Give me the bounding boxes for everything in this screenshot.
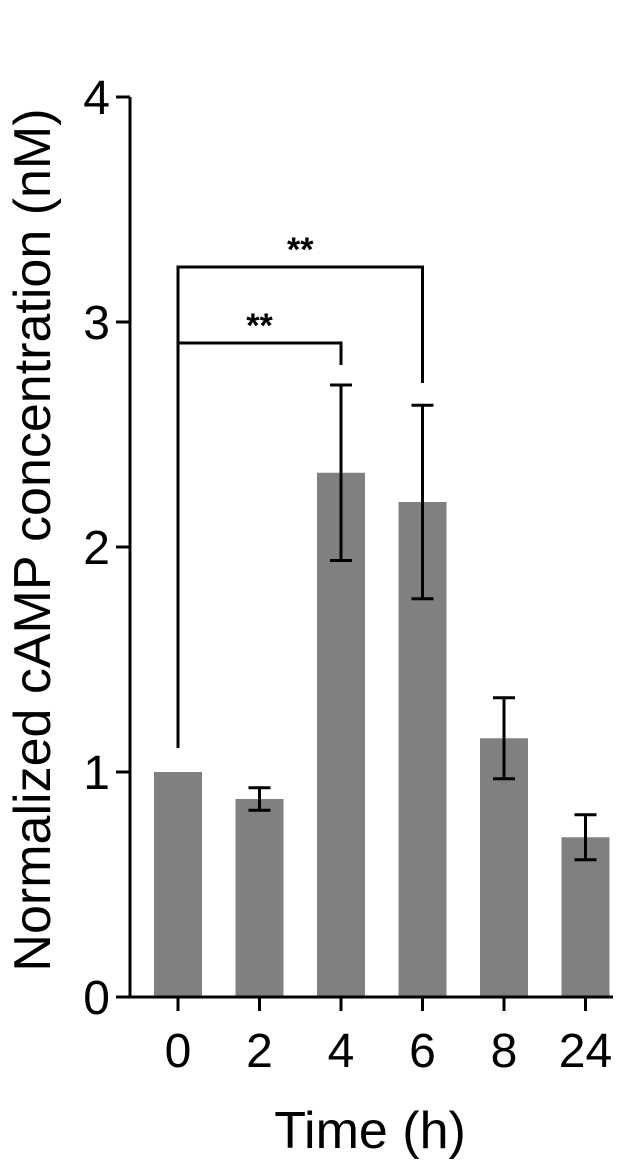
- x-axis-title: Time (h): [274, 1102, 466, 1160]
- y-tick-label-3: 3: [83, 297, 110, 350]
- significance-label-0-4: **: [246, 307, 273, 345]
- significance-bracket-0-6: [176, 265, 424, 748]
- bar-8: [480, 738, 528, 997]
- y-tick-label-1: 1: [83, 747, 110, 800]
- bar-0: [154, 772, 202, 997]
- error-bar-24: [574, 813, 597, 862]
- significance-label-0-6: **: [287, 231, 314, 269]
- x-tick-label-24: 24: [559, 1025, 612, 1078]
- error-bar-2: [248, 786, 271, 812]
- error-bar-6: [411, 403, 434, 601]
- bar-2: [235, 799, 284, 997]
- x-tick-label-2: 2: [246, 1025, 273, 1078]
- significance-group: ** **: [176, 231, 424, 748]
- bar-24: [561, 837, 610, 997]
- significance-bracket-0-4: [176, 341, 343, 748]
- axis-lines: [128, 97, 613, 999]
- y-tick-label-2: 2: [83, 522, 110, 575]
- x-tick-label-8: 8: [491, 1025, 518, 1078]
- error-bars-group: [248, 383, 597, 862]
- y-tick-label-0: 0: [83, 972, 110, 1025]
- bars-group: [154, 472, 610, 997]
- x-tick-label-6: 6: [409, 1025, 436, 1078]
- error-bar-8: [493, 696, 515, 781]
- x-tick-label-0: 0: [165, 1025, 192, 1078]
- x-tick-label-4: 4: [328, 1025, 355, 1078]
- error-bar-4: [330, 383, 352, 562]
- y-tick-label-4: 4: [83, 72, 110, 125]
- y-axis-title: Normalized cAMP concentration (nM): [4, 108, 62, 971]
